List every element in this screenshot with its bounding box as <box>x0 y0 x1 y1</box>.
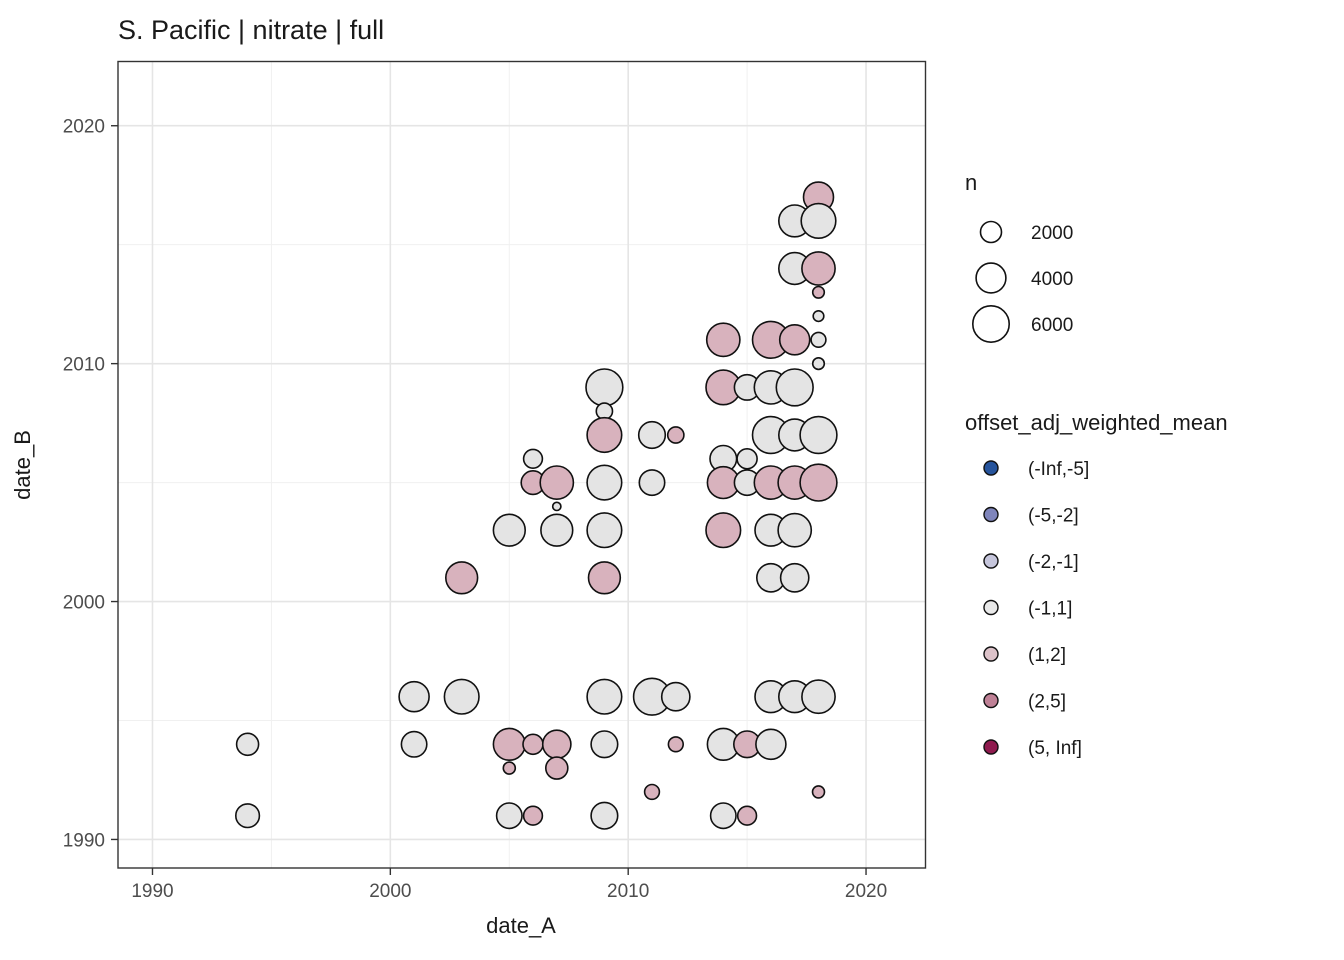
y-axis-title: date_B <box>10 430 35 500</box>
data-point <box>586 464 623 501</box>
color-legend-label: (5, Inf] <box>1028 738 1082 759</box>
data-point <box>777 512 813 548</box>
size-legend-swatch <box>975 262 1007 294</box>
size-legend-title: n <box>965 170 977 195</box>
data-point <box>540 513 574 547</box>
color-legend-swatch <box>983 506 999 523</box>
size-legend-swatch <box>979 220 1003 244</box>
major-gridlines <box>118 61 926 868</box>
data-point <box>587 561 622 595</box>
data-point <box>778 323 811 356</box>
data-point <box>492 513 526 547</box>
data-point <box>779 562 810 593</box>
data-point <box>755 728 787 761</box>
data-point <box>495 802 523 830</box>
data-point <box>445 561 479 595</box>
data-point <box>811 357 826 371</box>
data-point <box>586 512 623 549</box>
data-point <box>667 736 684 753</box>
color-legend-label: (-1,1] <box>1028 599 1072 620</box>
data-point <box>705 322 741 358</box>
data-point <box>443 678 480 715</box>
data-point <box>235 803 261 829</box>
data-point <box>586 416 623 454</box>
size-legend-entries: 2000 4000 6000 <box>971 220 1073 343</box>
y-tick-label: 2010 <box>63 355 105 376</box>
color-legend-swatch <box>983 692 999 709</box>
color-legend-swatch <box>983 646 999 662</box>
data-point <box>811 785 826 799</box>
data-point <box>705 512 742 549</box>
data-point <box>595 402 614 421</box>
x-tick-label: 2020 <box>845 881 887 902</box>
data-point <box>660 681 691 712</box>
size-legend-label: 2000 <box>1031 223 1073 244</box>
data-point <box>551 501 562 512</box>
data-point <box>709 802 737 830</box>
data-point <box>586 678 623 715</box>
color-legend-swatch <box>983 599 999 616</box>
data-point <box>539 465 575 501</box>
size-legend-label: 6000 <box>1031 315 1073 336</box>
color-legend-label: (1,2] <box>1028 645 1066 666</box>
x-axis-title: date_A <box>486 913 556 938</box>
data-point <box>801 679 836 715</box>
data-point <box>800 202 837 239</box>
color-legend-label: (2,5] <box>1028 692 1066 713</box>
x-axis: 1990 2000 2010 2020 <box>131 868 887 902</box>
data-point <box>736 447 758 470</box>
x-tick-label: 1990 <box>131 881 173 902</box>
data-point <box>590 801 619 830</box>
color-legend-label: (-2,-1] <box>1028 552 1079 573</box>
data-point <box>810 331 827 348</box>
y-tick-label: 2000 <box>63 593 105 614</box>
data-point <box>522 733 544 756</box>
color-legend-label: (-5,-2] <box>1028 506 1079 527</box>
data-point <box>736 805 758 826</box>
data-point <box>522 805 544 826</box>
color-legend-swatch <box>983 460 999 476</box>
chart-title: S. Pacific | nitrate | full <box>118 15 384 45</box>
data-point <box>398 680 430 713</box>
data-point <box>637 420 667 450</box>
data-points <box>235 181 838 830</box>
data-point <box>400 730 428 758</box>
data-point <box>801 251 836 286</box>
color-legend-swatch <box>983 739 999 755</box>
data-point <box>811 285 826 299</box>
data-point <box>522 448 544 469</box>
data-point <box>585 368 624 407</box>
color-legend-entries: (-Inf,-5] (-5,-2] (-2,-1] (-1,1] (1,2] (2,5] (… <box>983 459 1089 759</box>
data-point <box>799 415 838 455</box>
color-legend-label: (-Inf,-5] <box>1028 459 1089 480</box>
data-point <box>643 783 661 801</box>
data-point <box>812 310 825 323</box>
data-point <box>666 426 685 444</box>
color-legend-swatch <box>983 553 999 569</box>
size-legend-label: 4000 <box>1031 269 1073 290</box>
data-point <box>544 756 569 780</box>
panel-border <box>117 60 927 869</box>
y-axis: 1990 2000 2010 2020 <box>63 117 118 851</box>
y-tick-label: 1990 <box>63 830 105 851</box>
y-tick-label: 2020 <box>63 117 105 138</box>
x-tick-label: 2000 <box>369 881 411 902</box>
data-point <box>492 727 526 761</box>
data-point <box>799 463 838 502</box>
color-legend-title: offset_adj_weighted_mean <box>965 410 1228 435</box>
data-point <box>502 761 517 775</box>
data-point <box>775 368 814 407</box>
x-tick-label: 2010 <box>607 881 649 902</box>
data-point <box>638 469 666 497</box>
size-legend-swatch <box>971 304 1010 343</box>
data-point <box>541 729 572 760</box>
data-point <box>590 730 619 759</box>
data-point <box>235 732 260 757</box>
